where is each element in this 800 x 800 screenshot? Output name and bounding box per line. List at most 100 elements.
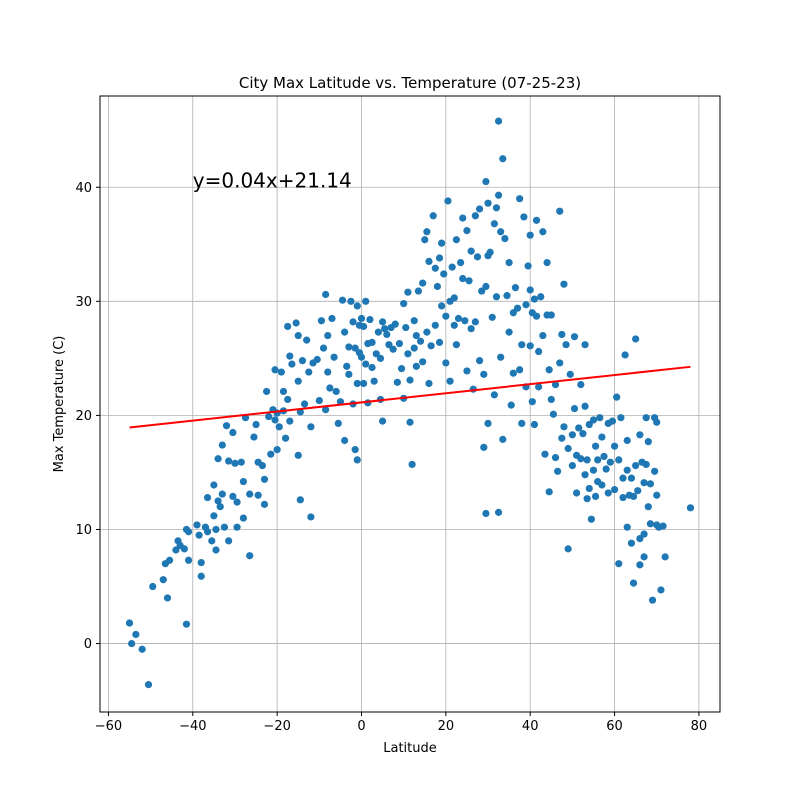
- data-point: [275, 423, 283, 431]
- data-point: [292, 319, 300, 327]
- y-tick-label: 40: [75, 181, 92, 196]
- y-axis-ticks: 0 10 20 30 40: [75, 181, 100, 652]
- data-point: [410, 344, 418, 352]
- data-point: [501, 234, 509, 243]
- data-point: [351, 344, 359, 352]
- data-point: [562, 341, 570, 349]
- data-point: [463, 367, 471, 375]
- data-point: [457, 258, 465, 267]
- data-point: [229, 428, 237, 437]
- data-point: [149, 582, 157, 591]
- data-point: [322, 406, 330, 414]
- data-point: [404, 288, 412, 296]
- data-point: [203, 493, 212, 502]
- x-tick-label: 40: [522, 719, 539, 734]
- data-point: [315, 396, 323, 405]
- data-point: [482, 177, 490, 186]
- data-point: [233, 498, 241, 506]
- data-point: [499, 155, 507, 163]
- data-point: [471, 318, 479, 326]
- data-point: [600, 452, 608, 461]
- data-point: [250, 433, 258, 441]
- data-point: [341, 436, 349, 445]
- data-point: [568, 462, 576, 470]
- data-point: [459, 274, 467, 283]
- data-point: [208, 537, 216, 545]
- data-point: [608, 417, 617, 425]
- data-point: [281, 434, 290, 442]
- data-point: [298, 357, 307, 365]
- data-point: [273, 446, 281, 454]
- data-point: [526, 231, 534, 239]
- data-point: [566, 370, 574, 378]
- data-point: [497, 353, 505, 361]
- data-point: [509, 309, 517, 317]
- data-point: [421, 236, 429, 244]
- data-point: [644, 503, 652, 511]
- data-point: [172, 546, 180, 554]
- data-point: [184, 528, 193, 536]
- data-point: [558, 434, 566, 442]
- regression-line: [129, 365, 691, 429]
- data-point: [613, 393, 621, 401]
- data-point: [416, 337, 425, 345]
- data-point: [545, 488, 553, 496]
- data-point: [467, 325, 475, 333]
- data-point: [353, 456, 361, 464]
- data-point: [537, 293, 545, 301]
- data-point: [490, 220, 498, 228]
- data-point: [258, 462, 266, 470]
- data-point: [286, 352, 294, 360]
- data-point: [598, 481, 606, 489]
- data-point: [300, 400, 309, 408]
- data-point: [577, 455, 585, 463]
- data-point: [448, 263, 456, 271]
- data-point: [551, 454, 560, 462]
- data-point: [505, 328, 513, 336]
- data-point: [577, 381, 585, 389]
- data-point: [547, 311, 555, 319]
- data-point: [296, 496, 304, 504]
- data-point: [532, 312, 541, 320]
- data-point: [197, 572, 205, 580]
- data-point: [351, 446, 359, 454]
- data-point: [636, 535, 644, 543]
- data-point: [330, 353, 338, 361]
- data-point: [284, 322, 292, 331]
- data-point: [294, 331, 302, 340]
- data-point: [368, 338, 376, 346]
- data-point: [442, 312, 450, 320]
- data-point: [659, 522, 667, 530]
- data-point: [619, 493, 627, 502]
- data-point: [446, 377, 454, 385]
- data-point: [286, 417, 294, 425]
- data-point: [132, 630, 140, 639]
- data-point: [144, 681, 153, 689]
- data-point: [425, 257, 433, 266]
- data-point: [419, 279, 427, 287]
- data-point: [307, 423, 315, 431]
- data-point: [338, 296, 347, 304]
- data-point: [549, 410, 558, 418]
- regression-equation: y=0.04x+21.14: [193, 168, 352, 192]
- data-point: [640, 530, 648, 538]
- data-point: [225, 537, 233, 545]
- data-point: [623, 436, 631, 445]
- data-point: [564, 444, 572, 453]
- data-point: [368, 363, 376, 372]
- x-tick-label: −40: [179, 719, 206, 734]
- data-point: [450, 294, 458, 302]
- data-point: [400, 300, 408, 308]
- data-point: [360, 379, 368, 388]
- data-point: [575, 424, 583, 432]
- data-point: [486, 248, 494, 256]
- regression-line-group: [129, 365, 691, 429]
- data-point: [461, 317, 469, 325]
- data-point: [589, 416, 598, 424]
- data-point: [648, 596, 657, 604]
- x-tick-label: −20: [263, 719, 290, 734]
- data-point: [545, 366, 553, 374]
- data-point: [378, 417, 387, 425]
- data-point: [478, 287, 486, 295]
- data-point: [494, 508, 503, 516]
